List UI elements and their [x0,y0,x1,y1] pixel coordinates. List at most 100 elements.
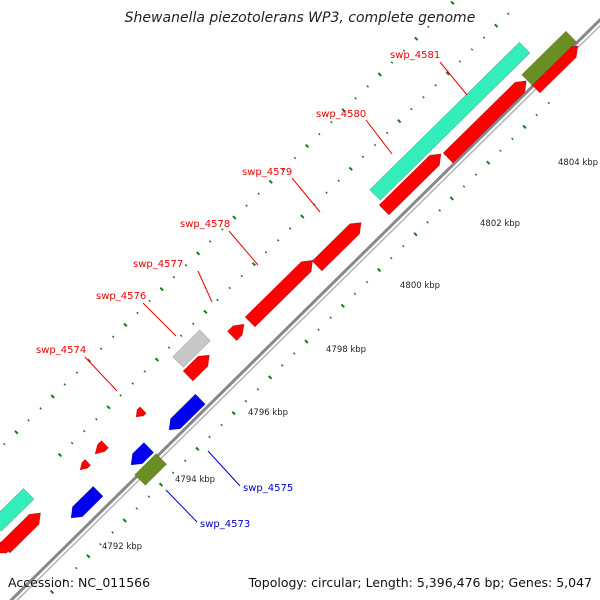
tick-mark [474,173,478,176]
tick-mark [377,72,382,77]
tick-mark [300,214,305,219]
tick-mark [123,322,128,328]
tick-mark [414,36,419,41]
tick-mark [220,423,223,427]
leader-line [439,61,468,96]
tick-mark [184,264,188,267]
tick-mark [216,298,219,302]
gene-label: swp_4576 [96,291,146,302]
leader-line [228,230,259,266]
tick-mark [458,60,462,63]
tick-mark [27,419,30,422]
map-title: Shewanella piezotolerans WP3, complete g… [125,10,476,26]
tick-mark [232,215,237,220]
gene-feature-swp4573 [70,485,104,519]
tick-mark [337,179,340,182]
tick-mark [63,383,67,386]
gene-feature-triangle-c [79,458,92,471]
tick-label: 4804 kbp [558,158,598,168]
tick-mark [389,256,393,260]
tick-mark [99,347,103,350]
tick-mark [330,120,333,124]
tick-mark [245,204,248,207]
tick-mark [438,209,441,212]
gene-feature-blue-mid [130,442,155,466]
tick-mark [171,471,175,474]
tick-mark [317,132,321,136]
tick-mark [195,446,200,452]
tick-mark [486,160,491,165]
leader-line [142,302,177,337]
tick-mark [511,137,514,141]
tick-mark [228,286,231,290]
gene-label: swp_4575 [243,483,293,494]
gene-feature-swp4577 [244,259,314,328]
tick-mark [366,85,369,88]
backbone [9,17,600,600]
tick-mark [86,554,91,559]
tick-mark [119,394,122,397]
tick-mark [482,36,486,39]
leader-line [84,356,118,392]
tick-label: 4800 kbp [400,281,440,291]
tick-label: 4794 kbp [175,475,215,485]
tick-mark [427,25,430,29]
tick-mark [507,12,510,16]
tick-mark [158,482,164,487]
tick-mark [179,334,183,337]
tick-mark [195,251,201,256]
tick-mark [148,299,151,303]
gene-label: swp_4577 [133,259,183,270]
tick-mark [136,311,139,315]
tick-label: 4802 kbp [480,219,520,229]
tick-mark [122,518,127,523]
tick-mark [257,192,260,195]
tick-mark [159,286,164,292]
tick-mark [340,303,345,308]
tick-label: 4796 kbp [248,408,288,418]
genome-summary-text: Topology: circular; Length: 5,396,476 bp… [248,575,592,590]
olive-feature-top [521,30,577,86]
rna-feature-left [0,487,35,532]
tick-mark [154,357,160,362]
tick-mark [49,589,55,595]
tick-mark [390,61,394,64]
tick-mark [50,394,55,399]
leader-line [291,177,321,213]
tick-mark [131,382,134,385]
tick-mark [354,97,357,100]
tick-mark [203,309,208,315]
gene-feature-swp4574 [182,354,210,382]
tick-mark [240,274,244,278]
tick-mark [256,388,260,391]
tick-mark [304,143,310,149]
tick-mark [353,292,357,296]
leader-line [197,270,213,303]
tick-mark [402,244,405,248]
tick-mark [99,543,102,546]
tick-mark [95,417,98,421]
tick-mark [422,96,425,99]
gene-label: swp_4578 [180,219,230,230]
tick-mark [450,0,455,6]
tick-mark [135,507,139,510]
tick-mark [341,108,346,113]
tick-label: 4792 kbp [102,542,142,552]
rna-feature-long [369,41,531,201]
tick-mark [413,232,418,237]
tick-mark [14,430,19,435]
tick-mark [385,131,389,135]
tick-mark [402,49,406,52]
leader-line [207,450,241,487]
tick-mark [3,442,6,446]
tick-mark [208,435,211,439]
tick-mark [267,375,273,380]
tick-mark [281,168,285,172]
tick-mark [280,364,284,367]
tick-mark [470,48,474,51]
tick-mark [183,459,187,463]
tick-mark [445,71,450,76]
tick-mark [547,101,550,105]
tick-mark [426,221,429,224]
